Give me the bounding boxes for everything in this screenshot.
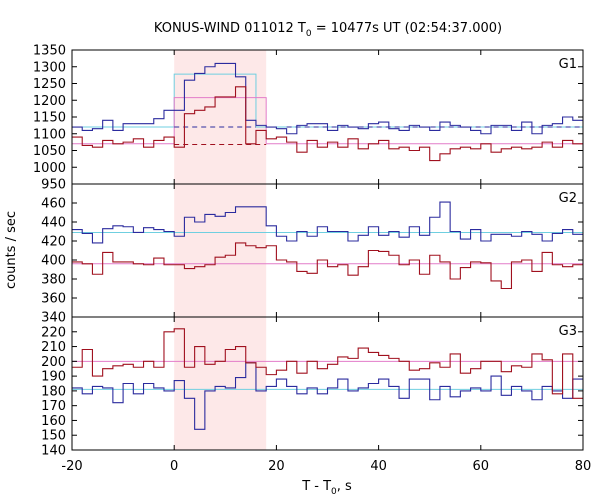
y-tick-label: 140	[41, 444, 66, 459]
y-tick-label: 950	[41, 178, 66, 193]
series-step-red-g2	[72, 242, 583, 290]
y-tick-label: 150	[41, 429, 66, 444]
x-tick-label: 40	[370, 459, 387, 474]
highlight-interval	[174, 50, 267, 450]
series-step-blue-g2	[72, 201, 583, 244]
y-tick-label: 170	[41, 399, 66, 414]
x-tick-label: -20	[61, 459, 82, 474]
panels: 95010001050110011501200125013001350G1340…	[33, 44, 591, 475]
y-tick-label: 1100	[33, 127, 66, 142]
x-axis-label: T - T0, s	[301, 479, 352, 497]
x-tick-label: 0	[170, 459, 178, 474]
panel-frame	[71, 183, 584, 318]
y-tick-label: 210	[41, 340, 66, 355]
y-tick-label: 160	[41, 414, 66, 429]
chart-title: KONUS-WIND 011012 T0 = 10477s UT (02:54:…	[154, 21, 502, 39]
x-tick-label: 80	[575, 459, 592, 474]
y-tick-label: 340	[41, 311, 66, 326]
y-tick-label: 1200	[33, 94, 66, 109]
y-tick-label: 420	[41, 235, 66, 250]
peak-box-pink	[173, 97, 267, 144]
series-step-red-g3	[72, 328, 583, 399]
y-tick-label: 1350	[33, 44, 66, 59]
y-tick-label: 440	[41, 216, 66, 231]
y-tick-label: 180	[41, 384, 66, 399]
y-tick-label: 460	[41, 197, 66, 212]
y-tick-label: 400	[41, 254, 66, 269]
y-tick-label: 1300	[33, 60, 66, 75]
y-tick-label: 380	[41, 273, 66, 288]
x-tick-label: 20	[268, 459, 285, 474]
y-tick-label: 1050	[33, 144, 66, 159]
panel-frame	[71, 49, 584, 185]
x-tick-label: 60	[473, 459, 490, 474]
panel-g2: 340 360 380 400 420 440 460 G2	[41, 183, 584, 326]
panel-label: G3	[559, 324, 577, 339]
panel-label: G1	[559, 57, 577, 72]
series-step-blue-g1	[72, 62, 583, 135]
series-step-blue-g3	[72, 362, 583, 430]
series-step-red-g1	[72, 86, 583, 162]
y-axis-label: counts / sec	[4, 211, 19, 289]
y-tick-label: 360	[41, 292, 66, 307]
panel-frame	[71, 316, 584, 451]
y-tick-label: 1000	[33, 161, 66, 176]
y-tick-label: 200	[41, 355, 66, 370]
y-tick-label: 1150	[33, 111, 66, 126]
panel-label: G2	[559, 191, 577, 206]
y-tick-label: 220	[41, 325, 66, 340]
y-tick-label: 190	[41, 370, 66, 385]
y-tick-label: 1250	[33, 77, 66, 92]
